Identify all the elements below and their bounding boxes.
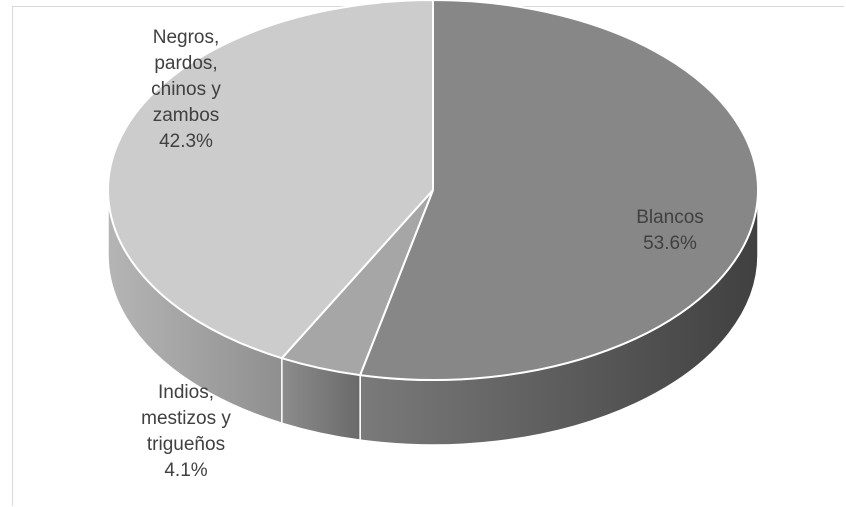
slice-label-line: chinos y <box>151 79 221 100</box>
slice-label-line: Blancos <box>636 207 704 228</box>
pie-slice-2 <box>107 0 434 360</box>
slice-label-line: zambos <box>153 105 220 126</box>
slice-label-line: trigueños <box>147 434 225 455</box>
pie-top-faces <box>107 0 759 381</box>
slice-label-line: pardos, <box>154 53 217 74</box>
slice-label-0: Blancos 53.6% <box>636 207 704 254</box>
slice-percent: 42.3% <box>159 131 213 152</box>
pie-slice-0 <box>359 0 759 381</box>
slice-percent: 4.1% <box>164 460 207 481</box>
slice-label-line: Negros, <box>153 27 220 48</box>
slice-label-line: Indios, <box>158 382 214 403</box>
slice-percent: 53.6% <box>643 233 697 254</box>
slice-label-1: Indios, mestizos y trigueños 4.1% <box>141 382 231 481</box>
slice-label-2: Negros, pardos, chinos y zambos 42.3% <box>151 27 221 152</box>
pie-labels: Blancos 53.6% Indios, mestizos y trigueños 4.… <box>141 27 704 481</box>
slice-label-line: mestizos y <box>141 408 231 429</box>
